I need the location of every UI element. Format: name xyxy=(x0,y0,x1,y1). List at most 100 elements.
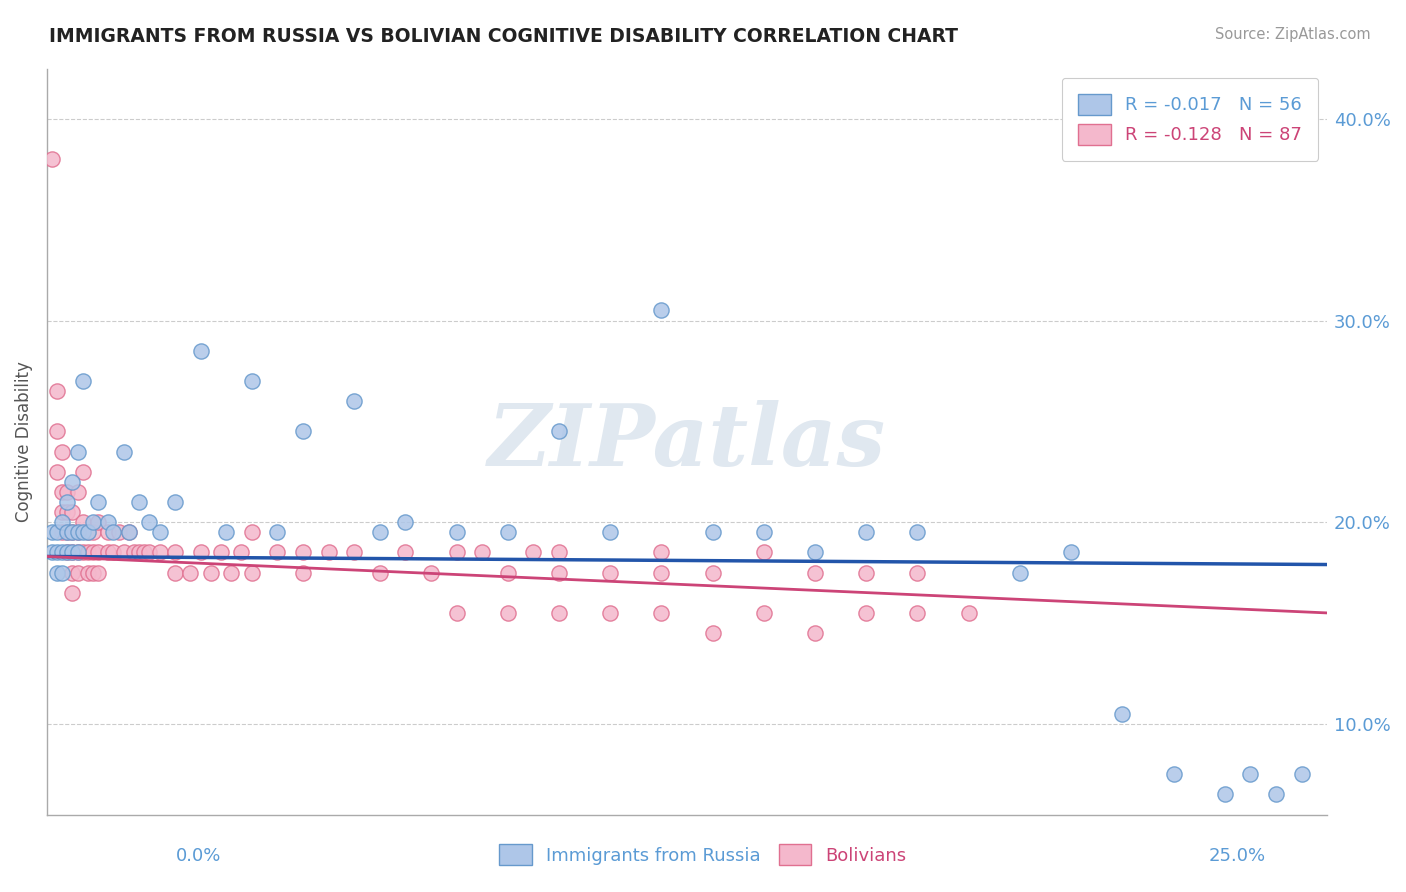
Point xyxy=(368,525,391,540)
Point xyxy=(266,525,288,540)
Point xyxy=(46,465,69,479)
Point xyxy=(56,545,79,559)
Point xyxy=(51,515,73,529)
Point xyxy=(56,495,79,509)
Point xyxy=(702,626,724,640)
Text: 0.0%: 0.0% xyxy=(176,847,221,865)
Point xyxy=(599,606,621,620)
Point xyxy=(82,545,104,559)
Point xyxy=(82,515,104,529)
Point xyxy=(41,525,63,540)
Point xyxy=(219,566,242,580)
Point xyxy=(56,525,79,540)
Point xyxy=(97,515,120,529)
Point xyxy=(62,586,84,600)
Point xyxy=(51,566,73,580)
Point xyxy=(240,566,263,580)
Point xyxy=(66,545,89,559)
Point xyxy=(87,515,110,529)
Point xyxy=(51,485,73,500)
Point xyxy=(41,545,63,559)
Point xyxy=(957,606,980,620)
Point xyxy=(72,525,94,540)
Point xyxy=(209,545,232,559)
Point xyxy=(907,566,929,580)
Point xyxy=(76,525,98,540)
Point xyxy=(103,525,125,540)
Text: ZIPatlas: ZIPatlas xyxy=(488,400,886,483)
Point xyxy=(62,545,84,559)
Point xyxy=(122,545,145,559)
Point xyxy=(446,545,468,559)
Point xyxy=(522,545,544,559)
Point xyxy=(134,545,156,559)
Point xyxy=(56,525,79,540)
Point xyxy=(163,545,186,559)
Point xyxy=(907,525,929,540)
Point xyxy=(804,545,827,559)
Point xyxy=(190,545,212,559)
Point xyxy=(87,495,110,509)
Point xyxy=(368,566,391,580)
Point xyxy=(318,545,340,559)
Point xyxy=(804,566,827,580)
Point xyxy=(72,545,94,559)
Point xyxy=(343,394,366,409)
Point xyxy=(62,566,84,580)
Point xyxy=(118,525,141,540)
Point xyxy=(148,545,170,559)
Point xyxy=(46,566,69,580)
Point xyxy=(51,444,73,458)
Point xyxy=(548,606,571,620)
Point xyxy=(72,465,94,479)
Point xyxy=(650,606,672,620)
Point xyxy=(1213,788,1236,802)
Point xyxy=(107,525,129,540)
Point xyxy=(103,545,125,559)
Point xyxy=(41,153,63,167)
Point xyxy=(46,425,69,439)
Point xyxy=(138,545,160,559)
Point xyxy=(291,545,314,559)
Point xyxy=(855,566,877,580)
Point xyxy=(548,566,571,580)
Point xyxy=(76,545,98,559)
Point xyxy=(72,515,94,529)
Point xyxy=(702,566,724,580)
Point xyxy=(231,545,253,559)
Point xyxy=(56,485,79,500)
Point xyxy=(128,545,150,559)
Point xyxy=(97,525,120,540)
Point xyxy=(343,545,366,559)
Point xyxy=(56,505,79,519)
Point xyxy=(650,303,672,318)
Text: 25.0%: 25.0% xyxy=(1208,847,1265,865)
Point xyxy=(163,495,186,509)
Point xyxy=(752,525,775,540)
Point xyxy=(420,566,443,580)
Point xyxy=(163,566,186,580)
Point xyxy=(907,606,929,620)
Point xyxy=(650,545,672,559)
Point xyxy=(62,475,84,489)
Point xyxy=(471,545,494,559)
Point xyxy=(97,545,120,559)
Legend: R = -0.017   N = 56, R = -0.128   N = 87: R = -0.017 N = 56, R = -0.128 N = 87 xyxy=(1062,78,1319,161)
Point xyxy=(66,566,89,580)
Point xyxy=(87,566,110,580)
Point xyxy=(46,525,69,540)
Point xyxy=(51,505,73,519)
Point xyxy=(200,566,222,580)
Point xyxy=(76,525,98,540)
Point xyxy=(82,525,104,540)
Text: IMMIGRANTS FROM RUSSIA VS BOLIVIAN COGNITIVE DISABILITY CORRELATION CHART: IMMIGRANTS FROM RUSSIA VS BOLIVIAN COGNI… xyxy=(49,27,959,45)
Point xyxy=(446,606,468,620)
Point xyxy=(112,444,135,458)
Y-axis label: Cognitive Disability: Cognitive Disability xyxy=(15,361,32,522)
Point xyxy=(76,566,98,580)
Point xyxy=(46,545,69,559)
Point xyxy=(62,525,84,540)
Point xyxy=(599,566,621,580)
Point xyxy=(752,606,775,620)
Point xyxy=(128,495,150,509)
